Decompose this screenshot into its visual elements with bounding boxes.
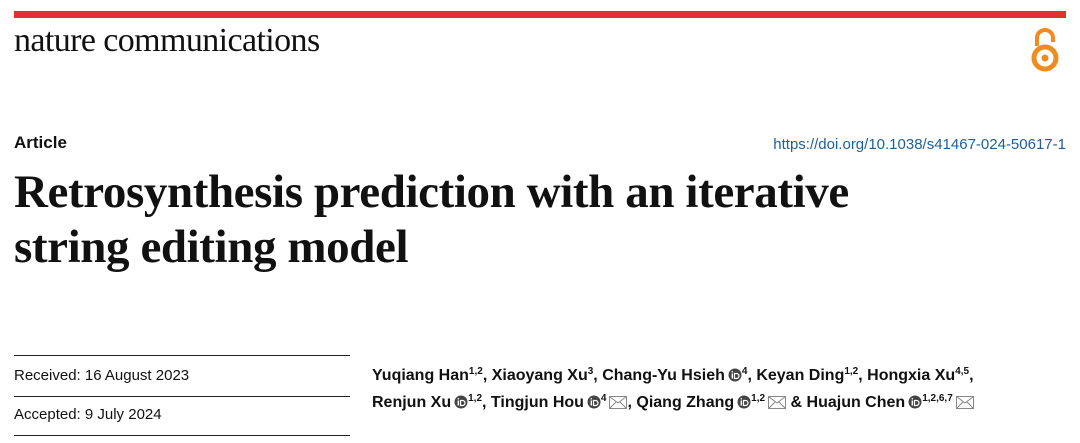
separator: , [482,394,491,411]
rule [14,355,350,356]
open-access-icon [1031,28,1059,72]
author-name: Renjun Xu [372,394,452,411]
rule [14,396,350,397]
separator: , [969,367,974,384]
author-name: Tingjun Hou [490,394,584,411]
affiliation: 3 [587,366,594,377]
separator: , [747,367,757,384]
separator: & [786,394,807,411]
email-icon[interactable] [609,396,628,409]
affiliation: 1,2 [468,393,483,404]
orcid-icon[interactable] [587,395,601,409]
title-line: Retrosynthesis prediction with an iterat… [14,166,849,218]
affiliation: 4 [600,393,607,404]
doi-link[interactable]: https://doi.org/10.1038/s41467-024-50617… [773,136,1066,153]
rule [14,435,350,436]
affiliation: 1,2 [844,366,859,377]
accepted-date: Accepted: 9 July 2024 [14,406,162,423]
top-bar [14,11,1066,18]
author-name: Keyan Ding [756,367,845,384]
author-name: Huajun Chen [806,394,906,411]
separator: , [482,367,492,384]
author-line: Yuqiang Han1,2, Xiaoyang Xu3, Chang-Yu H… [372,362,974,389]
author-name: Hongxia Xu [867,367,956,384]
author-list: Yuqiang Han1,2, Xiaoyang Xu3, Chang-Yu H… [372,362,974,416]
title-line: string editing model [14,221,409,273]
author-name: Xiaoyang Xu [491,367,588,384]
affiliation: 1,2,6,7 [922,393,953,404]
separator: , [593,367,603,384]
separator: , [627,394,637,411]
article-type: Article [14,133,67,152]
journal-name: nature communications [14,22,320,59]
orcid-icon[interactable] [737,395,751,409]
affiliation: 4,5 [955,366,970,377]
author-name: Qiang Zhang [636,394,735,411]
author-name: Yuqiang Han [372,367,469,384]
orcid-icon[interactable] [908,395,922,409]
author-line: Renjun Xu 1,2, Tingjun Hou 4, Qiang Zhang 1… [372,389,974,416]
email-icon[interactable] [768,396,787,409]
affiliation: 1,2 [468,366,483,377]
affiliation: 1,2 [751,393,766,404]
received-date: Received: 16 August 2023 [14,367,190,384]
author-name: Chang-Yu Hsieh [602,367,725,384]
email-icon[interactable] [955,396,974,409]
affiliation: 4 [741,366,748,377]
separator: , [858,367,868,384]
orcid-icon[interactable] [728,368,742,382]
orcid-icon[interactable] [454,395,468,409]
